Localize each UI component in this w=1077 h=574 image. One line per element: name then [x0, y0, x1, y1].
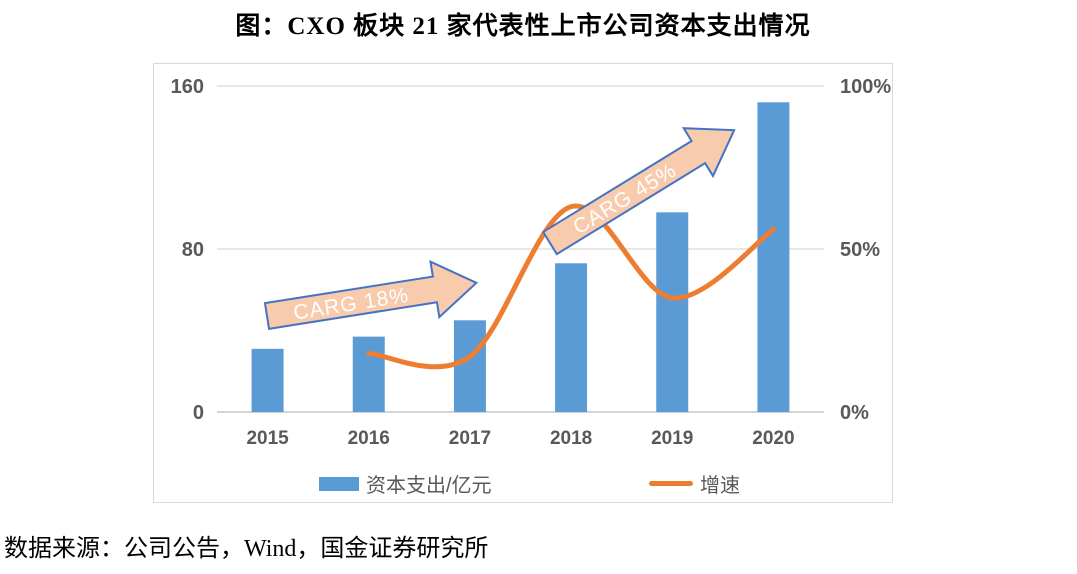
y-axis-left-tick: 160 — [171, 76, 204, 98]
legend-item-capex: 资本支出/亿元 — [319, 469, 492, 498]
bar-2016 — [352, 336, 385, 412]
cagr-arrow-2018-2020: CARG 45% — [541, 127, 736, 256]
y-axis-right-tick: 100% — [840, 76, 891, 98]
x-axis-label-2017: 2017 — [449, 428, 491, 449]
bar-2018 — [555, 263, 588, 412]
legend-bar-swatch-icon — [319, 476, 359, 491]
y-axis-left-tick: 0 — [193, 402, 204, 424]
legend-item-growth: 增速 — [649, 469, 740, 498]
chart-container: 160 80 0 100% 50% 0% 2015 2016 2017 2018 2019 2020 C… — [153, 63, 893, 503]
bar-2019 — [656, 212, 689, 412]
y-axis-left-tick: 80 — [182, 239, 204, 261]
bar-2017 — [453, 320, 486, 412]
chart-legend: 资本支出/亿元 增速 — [154, 469, 892, 497]
legend-growth-label: 增速 — [700, 475, 740, 497]
x-axis-label-2019: 2019 — [651, 428, 693, 449]
growth-line — [366, 203, 776, 370]
x-axis-label-2018: 2018 — [550, 428, 592, 449]
y-axis-right-tick: 50% — [840, 239, 880, 261]
legend-capex-label: 资本支出/亿元 — [366, 475, 492, 497]
x-axis-label-2015: 2015 — [246, 428, 289, 449]
legend-line-swatch-icon — [649, 481, 693, 486]
bar-2020 — [757, 102, 790, 413]
cagr-arrow-2015-2017-shape — [263, 260, 479, 330]
bar-2015 — [251, 348, 284, 412]
source-note: 数据来源：公司公告，Wind，国金证券研究所 — [4, 536, 489, 562]
x-axis-label-2016: 2016 — [348, 428, 390, 449]
chart-plot-area: 160 80 0 100% 50% 0% 2015 2016 2017 2018 2019 2020 C… — [171, 76, 891, 449]
chart-title: 图：CXO 板块 21 家代表性上市公司资本支出情况 — [235, 13, 811, 40]
y-axis-right-tick: 0% — [840, 402, 869, 424]
cagr-arrow-2018-2020-shape — [541, 127, 736, 256]
x-axis-label-2020: 2020 — [752, 428, 794, 449]
cagr-arrow-2015-2017: CARG 18% — [263, 260, 479, 330]
